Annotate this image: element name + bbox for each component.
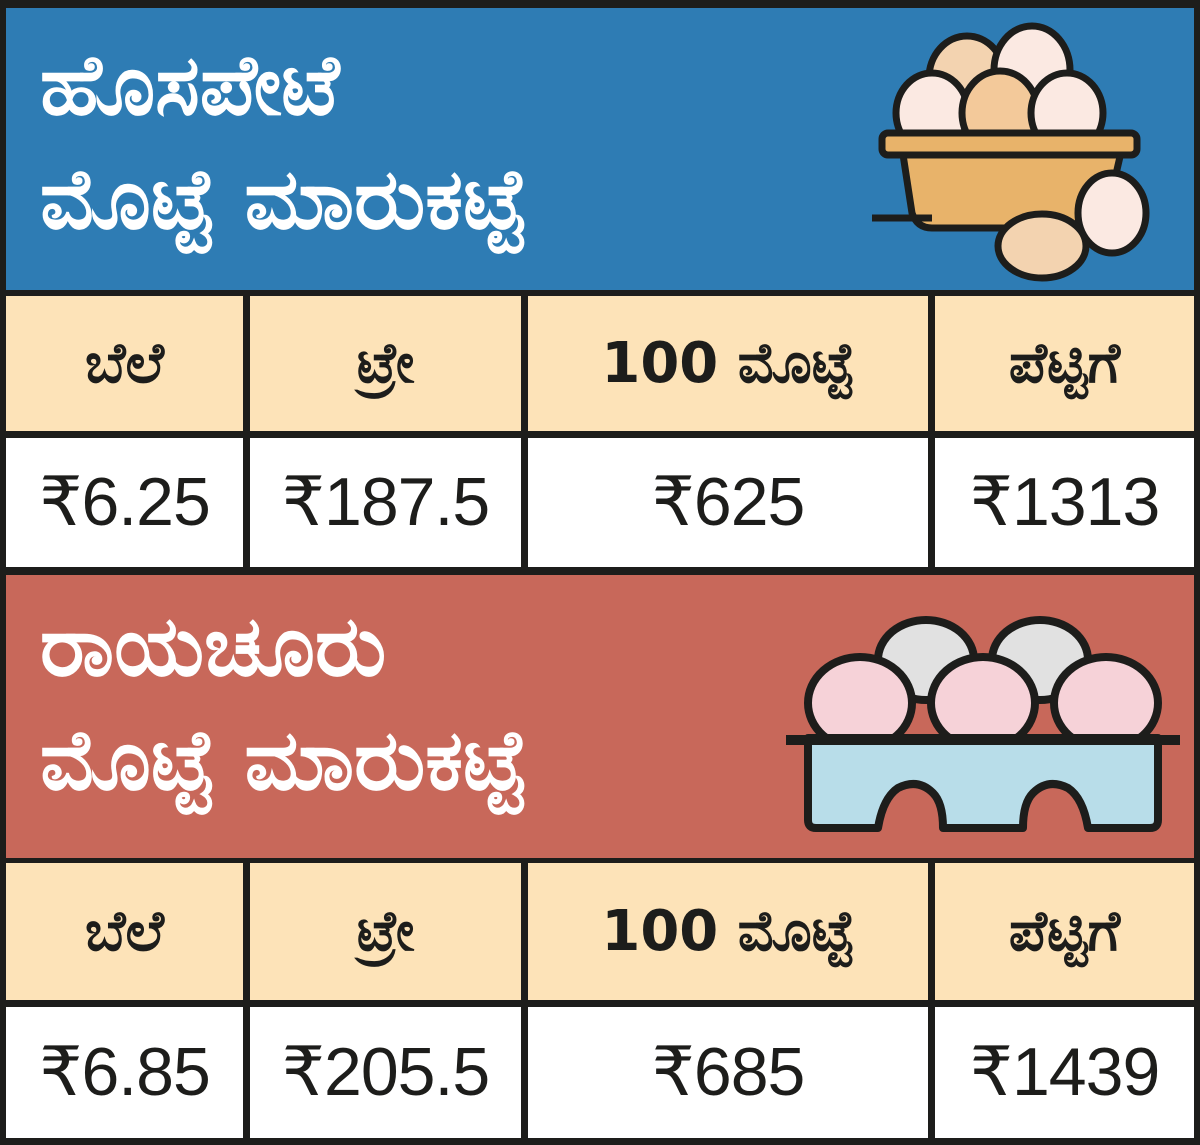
label-tray: ಟ್ರೇ bbox=[250, 863, 521, 1000]
label-box: ಪೆಟ್ಟಿಗೆ bbox=[935, 296, 1194, 431]
label-price-per-egg: ಬೆಲೆ bbox=[6, 863, 243, 1000]
label-price-per-egg: ಬೆಲೆ bbox=[6, 296, 243, 431]
value-100-eggs: ₹625 bbox=[528, 438, 928, 567]
value-tray: ₹187.5 bbox=[250, 438, 521, 567]
market-title-line1: ಹೊಸಪೇಟೆ bbox=[40, 36, 340, 134]
hospet-column-labels: ಬೆಲೆ ಟ್ರೇ 100 ಮೊಟ್ಟೆ ಪೆಟ್ಟಿಗೆ bbox=[6, 296, 1194, 431]
egg-carton-icon bbox=[786, 616, 1180, 832]
value-price-per-egg: ₹6.85 bbox=[6, 1007, 243, 1138]
label-tray: ಟ್ರೇ bbox=[250, 296, 521, 431]
raichur-column-labels: ಬೆಲೆ ಟ್ರೇ 100 ಮೊಟ್ಟೆ ಪೆಟ್ಟಿಗೆ bbox=[6, 863, 1194, 1000]
market-title-line1: ರಾಯಚೂರು bbox=[40, 597, 387, 695]
value-100-eggs: ₹685 bbox=[528, 1007, 928, 1138]
market-title-line2: ಮೊಟ್ಟೆ ಮಾರುಕಟ್ಟೆ bbox=[40, 711, 528, 809]
label-100-eggs: 100 ಮೊಟ್ಟೆ bbox=[528, 296, 928, 431]
value-tray: ₹205.5 bbox=[250, 1007, 521, 1138]
label-box: ಪೆಟ್ಟಿಗೆ bbox=[935, 863, 1194, 1000]
value-box: ₹1439 bbox=[935, 1007, 1194, 1138]
label-100-eggs: 100 ಮೊಟ್ಟೆ bbox=[528, 863, 928, 1000]
hospet-price-values: ₹6.25 ₹187.5 ₹625 ₹1313 bbox=[6, 438, 1194, 567]
egg-basket-icon bbox=[872, 22, 1150, 282]
value-price-per-egg: ₹6.25 bbox=[6, 438, 243, 567]
value-box: ₹1313 bbox=[935, 438, 1194, 567]
market-title-line2: ಮೊಟ್ಟೆ ಮಾರುಕಟ್ಟೆ bbox=[40, 150, 528, 248]
raichur-price-values: ₹6.85 ₹205.5 ₹685 ₹1439 bbox=[6, 1007, 1194, 1138]
